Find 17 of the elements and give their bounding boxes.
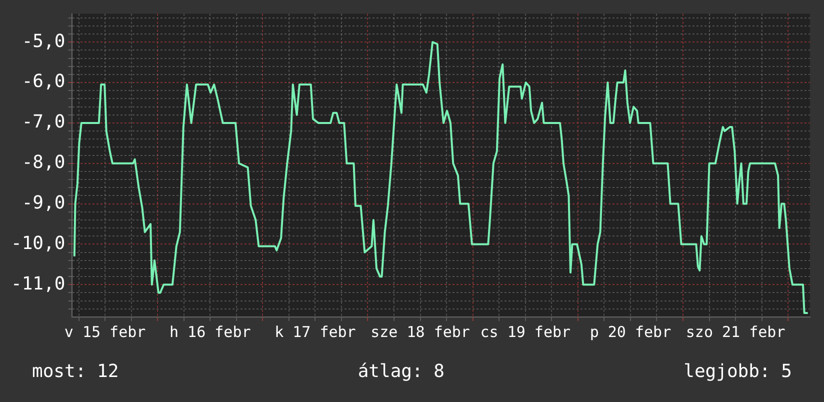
y-tick-label: -7,0 xyxy=(22,112,66,133)
y-tick-label: -9,0 xyxy=(22,192,66,214)
y-tick-label: -6,0 xyxy=(22,71,66,92)
x-tick-label: cs 19 febr xyxy=(480,322,571,341)
text: átlag: 8 xyxy=(358,361,445,382)
y-tick-label: -8,0 xyxy=(22,152,66,174)
text: most: 12 xyxy=(32,361,119,382)
x-tick-label: szo 21 febr xyxy=(686,322,786,341)
x-tick-label: v 15 febr xyxy=(64,322,146,341)
y-tick-label: -5,0 xyxy=(22,30,66,52)
x-tick-label: p 20 febr xyxy=(590,322,672,341)
x-tick-label: sze 18 febr xyxy=(370,322,470,341)
x-tick-label: k 17 febr xyxy=(274,322,356,341)
y-tick-label: -10,0 xyxy=(10,232,66,254)
y-tick-label: -11,0 xyxy=(10,273,66,294)
text: legjobb: 5 xyxy=(684,361,792,382)
x-tick-label: h 16 febr xyxy=(169,322,251,341)
